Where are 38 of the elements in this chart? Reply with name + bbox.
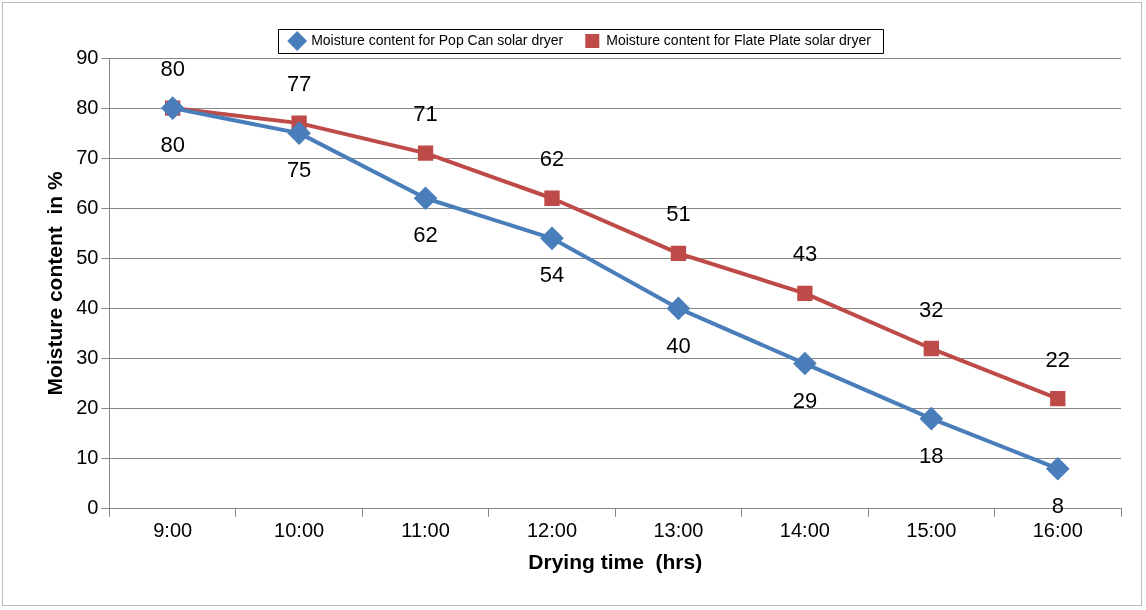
y-tick-label: 10: [76, 446, 99, 469]
y-tick-label: 30: [76, 346, 99, 369]
data-label: 8: [1051, 492, 1064, 518]
data-label: 51: [666, 201, 691, 227]
x-tick-label: 9:00: [153, 519, 193, 542]
x-tick-label: 12:00: [526, 519, 578, 542]
data-label: 32: [919, 296, 944, 322]
data-label: 54: [539, 262, 565, 288]
data-label: 62: [539, 146, 565, 172]
data-label: 40: [666, 332, 691, 358]
data-label: 75: [286, 157, 312, 183]
y-tick-label: 80: [76, 95, 99, 118]
data-label: 29: [792, 387, 818, 413]
x-tick-label: 16:00: [1032, 519, 1083, 542]
data-label: 80: [160, 132, 185, 158]
data-label: 77: [286, 71, 312, 97]
x-tick-label: 15:00: [906, 519, 957, 542]
data-label: 71: [413, 101, 438, 127]
data-label: 43: [792, 241, 818, 267]
legend-label: Moisture content for Pop Can solar dryer: [311, 31, 564, 48]
data-label: 62: [413, 222, 438, 248]
y-tick-label: 60: [76, 195, 99, 218]
data-label: 18: [919, 442, 944, 468]
y-axis-title: Moisture content in %: [43, 171, 67, 396]
y-tick-label: 0: [87, 496, 99, 519]
x-tick-label: 14:00: [779, 519, 830, 542]
y-tick-label: 70: [76, 145, 99, 168]
y-tick-label: 40: [76, 295, 99, 318]
data-label: 80: [160, 56, 185, 82]
legend-label: Moisture content for Flate Plate solar dryer: [606, 31, 872, 48]
data-label: 22: [1045, 346, 1071, 372]
x-tick-label: 11:00: [401, 519, 450, 542]
x-tick-label: 10:00: [274, 519, 325, 542]
y-tick-label: 90: [76, 45, 99, 68]
y-tick-label: 50: [76, 245, 99, 268]
x-tick-label: 13:00: [653, 519, 704, 542]
x-axis-title: Drying time (hrs): [528, 550, 703, 574]
y-tick-label: 20: [76, 396, 99, 419]
